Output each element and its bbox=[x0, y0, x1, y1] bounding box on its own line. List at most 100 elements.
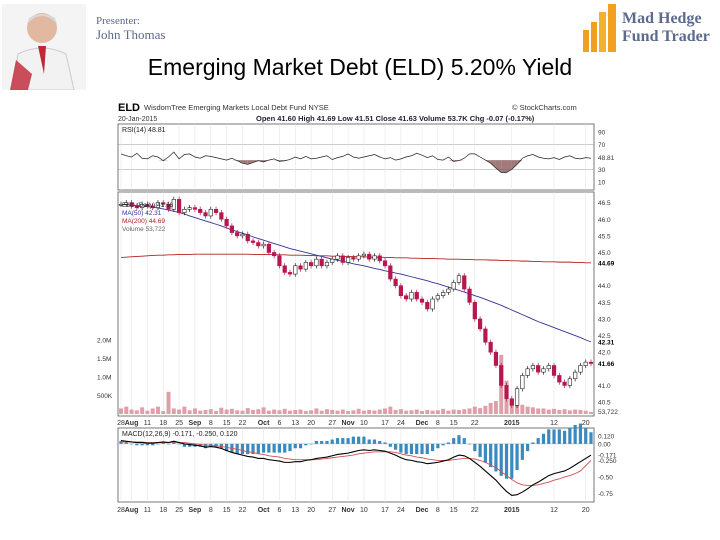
price-candle-body bbox=[319, 258, 324, 267]
chart-watermark: © StockCharts.com bbox=[512, 103, 577, 112]
macd-histogram-bar bbox=[367, 439, 371, 444]
price-tick-label: 43.5 bbox=[598, 300, 611, 307]
price-candle-body bbox=[409, 292, 414, 300]
price-candle-body bbox=[235, 232, 240, 237]
volume-bar bbox=[420, 411, 425, 414]
macd-histogram-bar bbox=[394, 443, 398, 450]
macd-histogram-bar bbox=[378, 440, 382, 444]
presenter-label: Presenter: bbox=[96, 15, 140, 27]
volume-bar bbox=[404, 410, 409, 414]
x-tick-label-bottom: 22 bbox=[239, 507, 247, 514]
macd-histogram-bar bbox=[420, 443, 424, 455]
rsi-tick-label: 70 bbox=[598, 142, 606, 149]
price-candle-body bbox=[261, 243, 266, 247]
volume-bar bbox=[573, 409, 578, 414]
volume-bar bbox=[229, 408, 234, 414]
fund-logo-icon bbox=[583, 4, 616, 52]
volume-bar bbox=[488, 402, 493, 414]
volume-bar bbox=[282, 408, 287, 414]
price-tick-label: 41.0 bbox=[598, 383, 611, 390]
price-candle-body bbox=[166, 204, 171, 210]
macd-histogram-bar bbox=[504, 443, 509, 479]
price-candle-body bbox=[324, 262, 330, 267]
price-candle-body bbox=[525, 368, 530, 376]
price-candle-body bbox=[351, 257, 356, 260]
rsi-tick-label: 30 bbox=[598, 167, 606, 174]
price-candle-body bbox=[456, 275, 462, 283]
volume-bar bbox=[451, 409, 456, 414]
macd-histogram-bar bbox=[335, 438, 340, 444]
price-candle-body bbox=[546, 365, 551, 370]
macd-line bbox=[120, 440, 592, 496]
price-candle-body bbox=[583, 361, 588, 366]
price-candle-body bbox=[567, 378, 572, 386]
price-candle-body bbox=[404, 295, 409, 300]
price-candle-body bbox=[198, 208, 203, 213]
volume-bar bbox=[171, 408, 176, 414]
macd-histogram-bar bbox=[584, 427, 588, 444]
volume-legend: Volume 53,722 bbox=[122, 226, 166, 233]
volume-bar bbox=[261, 407, 266, 414]
volume-bar bbox=[525, 406, 530, 414]
macd-histogram-bar bbox=[547, 429, 551, 444]
x-tick-label-bottom: 24 bbox=[397, 507, 405, 514]
macd-histogram-bar bbox=[457, 435, 461, 444]
rsi-line bbox=[120, 151, 592, 173]
price-candle-body bbox=[367, 253, 372, 260]
price-candle-body bbox=[435, 295, 440, 300]
price-candle-body bbox=[118, 204, 124, 206]
macd-histogram-bar bbox=[145, 443, 150, 446]
volume-bar bbox=[203, 409, 208, 414]
price-candle-body bbox=[493, 351, 499, 366]
x-tick-label-bottom: 8 bbox=[436, 507, 440, 514]
price-candle-body bbox=[446, 288, 451, 293]
rsi-tick-label: 90 bbox=[598, 130, 606, 137]
volume-bar bbox=[224, 409, 229, 414]
x-tick-label-bottom: Aug bbox=[125, 507, 139, 514]
macd-histogram-bar bbox=[214, 443, 218, 447]
presenter-name: John Thomas bbox=[96, 26, 166, 42]
price-candle-body bbox=[557, 375, 562, 383]
x-tick-label: 22 bbox=[239, 420, 247, 427]
x-tick-label: 12 bbox=[550, 420, 558, 427]
x-tick-label: 2015 bbox=[504, 420, 520, 427]
x-tick-label-bottom: 12 bbox=[550, 507, 558, 514]
volume-bar bbox=[140, 407, 145, 414]
price-tick-label: 46.0 bbox=[598, 217, 611, 224]
x-tick-label-bottom: 6 bbox=[277, 507, 281, 514]
volume-bar bbox=[367, 409, 372, 414]
price-candle-body bbox=[208, 208, 213, 217]
x-tick-label: 20 bbox=[582, 420, 590, 427]
x-tick-label: Sep bbox=[189, 420, 202, 427]
x-tick-label: 15 bbox=[223, 420, 231, 427]
volume-bar bbox=[467, 408, 472, 414]
price-candle-body bbox=[314, 258, 319, 267]
volume-tick-label: 500K bbox=[97, 393, 113, 400]
volume-bar bbox=[557, 409, 562, 414]
volume-bar bbox=[430, 410, 435, 414]
price-tick-label: 40.5 bbox=[598, 400, 611, 407]
macd-histogram-bar bbox=[298, 443, 303, 449]
volume-bar bbox=[446, 410, 451, 414]
price-candle-body bbox=[393, 278, 398, 287]
macd-histogram-bar bbox=[415, 443, 419, 455]
macd-histogram-bar bbox=[272, 443, 276, 453]
macd-legend: MACD(12,26,9) -0.171, -0.250, 0.120 bbox=[122, 431, 238, 438]
volume-bar bbox=[266, 410, 271, 414]
volume-bar bbox=[361, 410, 366, 414]
chart-ohlc: Open 41.60 High 41.69 Low 41.51 Close 41… bbox=[256, 114, 535, 123]
price-candle-body bbox=[303, 262, 308, 270]
x-tick-label: Oct bbox=[258, 420, 270, 427]
macd-histogram-bar bbox=[589, 432, 593, 444]
price-candle-body bbox=[335, 255, 340, 260]
volume-bar bbox=[219, 407, 224, 414]
macd-histogram-bar bbox=[251, 443, 255, 455]
price-tick-label: 41.66 bbox=[598, 361, 615, 368]
macd-histogram-bar bbox=[166, 443, 171, 445]
price-candle-body bbox=[203, 212, 208, 217]
presenter-photo bbox=[2, 4, 86, 90]
macd-histogram-bar bbox=[520, 443, 524, 460]
volume-bar bbox=[208, 409, 213, 414]
price-candle-body bbox=[293, 265, 298, 275]
macd-histogram-bar bbox=[309, 443, 313, 445]
